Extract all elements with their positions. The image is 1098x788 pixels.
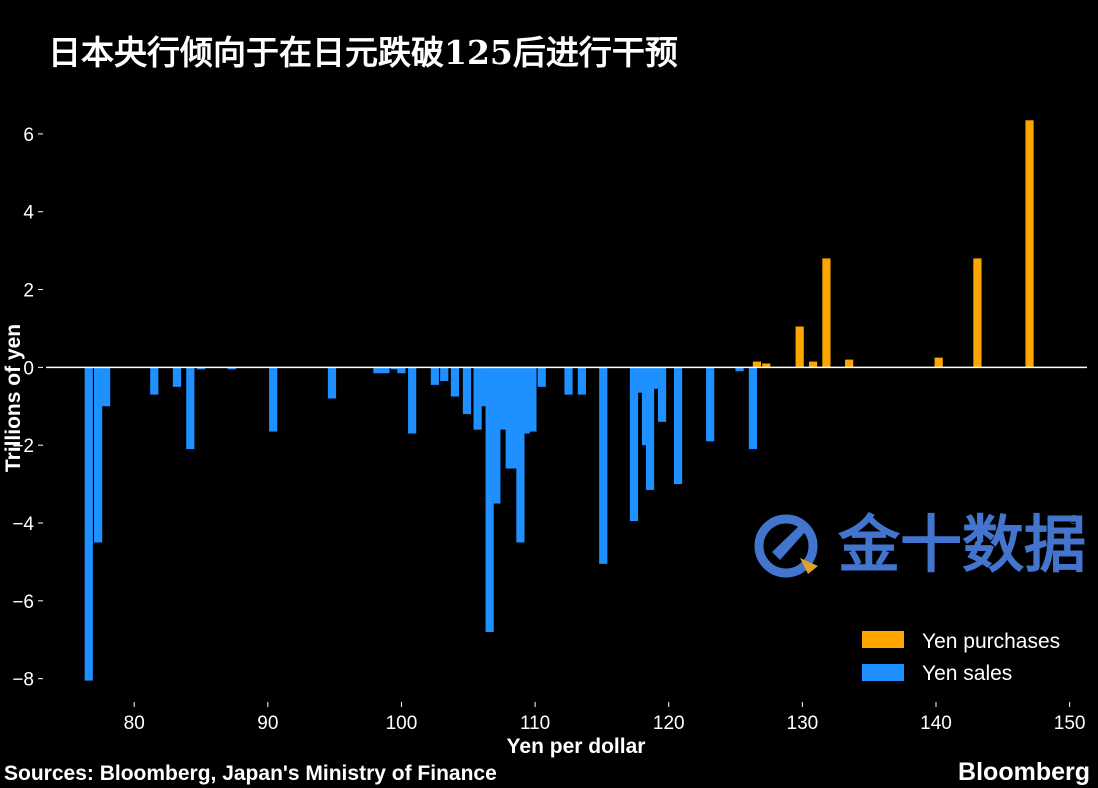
bar-yen-sale-15 (430, 367, 439, 385)
bar-yen-sale-4 (172, 367, 182, 387)
x-tick-label: 150 (1054, 713, 1086, 734)
bar-yen-sale-24 (505, 367, 514, 469)
legend: Yen purchases Yen sales (862, 630, 1060, 685)
bar-yen-sale-39 (673, 367, 683, 485)
legend-label-sales: Yen sales (922, 662, 1012, 685)
bars-layer (84, 120, 1034, 681)
bar-yen-purchase-0 (752, 361, 762, 368)
y-tick-label: −6 (12, 592, 34, 613)
bar-yen-sale-10 (373, 367, 382, 374)
bar-yen-purchase-1 (762, 363, 771, 368)
bar-yen-sale-25 (510, 367, 520, 469)
y-tick-label: 6 (23, 125, 34, 146)
y-tick-label: 0 (23, 358, 34, 379)
x-tick-label: 80 (124, 713, 145, 734)
bar-yen-sale-19 (473, 367, 482, 430)
bar-yen-sale-37 (651, 367, 660, 389)
bar-yen-sale-40 (706, 367, 715, 442)
bar-yen-sale-33 (629, 367, 639, 522)
bar-yen-sale-5 (186, 367, 195, 450)
x-tick-label: 100 (386, 713, 418, 734)
x-tick-label: 110 (520, 713, 550, 734)
x-tick-label: 140 (920, 713, 952, 734)
bar-yen-sale-16 (440, 367, 449, 381)
bar-yen-sale-1 (94, 367, 103, 543)
y-tick-label: −2 (12, 436, 34, 457)
bar-yen-sale-13 (397, 367, 406, 374)
x-tick-label: 130 (787, 713, 819, 734)
bar-yen-purchase-2 (795, 326, 804, 368)
bar-yen-purchase-8 (1025, 120, 1034, 368)
bar-yen-sale-0 (84, 367, 93, 681)
bar-yen-sale-36 (645, 367, 655, 490)
y-tick-label: 2 (23, 281, 34, 302)
bar-yen-sale-31 (577, 367, 586, 395)
bar-yen-sale-18 (462, 367, 472, 415)
bar-yen-sale-34 (636, 367, 645, 393)
registered-mark: ® (1068, 513, 1080, 527)
page-title: 日本央行倾向于在日元跌破125后进行干预 (48, 33, 678, 72)
x-tick-label: 120 (653, 713, 685, 734)
legend-swatch-sales (862, 664, 904, 681)
bar-yen-sale-38 (657, 367, 667, 422)
legend-label-purchases: Yen purchases (922, 630, 1060, 653)
x-axis: 80 90 100 110 120 130 140 150 (124, 702, 1086, 734)
y-axis: −8 −6 −4 −2 0 2 4 6 (12, 125, 43, 691)
bar-yen-sale-9 (327, 367, 337, 399)
bar-yen-sale-28 (528, 367, 537, 432)
bar-yen-sale-27 (521, 367, 530, 434)
source-note: Sources: Bloomberg, Japan's Ministry of … (4, 762, 497, 785)
bar-yen-sale-32 (599, 367, 608, 564)
bar-yen-purchase-3 (808, 361, 818, 368)
bar-yen-sale-3 (150, 367, 159, 395)
bar-yen-sale-7 (227, 367, 236, 370)
bar-yen-sale-23 (498, 367, 508, 430)
watermark-text: 金十数据 (837, 508, 1086, 581)
bar-yen-sale-17 (450, 367, 460, 397)
bar-yen-sale-12 (390, 367, 399, 370)
bar-yen-purchase-5 (845, 359, 854, 368)
bar-yen-purchase-6 (934, 357, 943, 368)
watermark: 金十数据 ® (754, 508, 1086, 581)
y-axis-label: Trillions of yen (2, 324, 25, 472)
y-tick-label: −4 (12, 514, 34, 535)
bar-yen-purchase-7 (973, 258, 982, 368)
y-tick-label: 4 (23, 203, 34, 224)
bar-yen-sale-6 (196, 367, 206, 370)
rocket-logo-icon (754, 514, 818, 578)
bar-yen-sale-22 (492, 367, 501, 504)
x-axis-label: Yen per dollar (507, 735, 646, 758)
bar-yen-purchase-4 (822, 258, 831, 368)
bar-yen-sale-8 (269, 367, 278, 432)
bar-yen-sale-29 (537, 367, 546, 387)
bar-yen-sale-30 (564, 367, 573, 395)
y-tick-label: −8 (12, 670, 34, 691)
x-tick-label: 90 (257, 713, 278, 734)
bar-yen-sale-2 (102, 367, 111, 407)
bar-yen-sale-11 (381, 367, 390, 374)
bar-yen-sale-26 (516, 367, 525, 543)
legend-swatch-purchases (862, 631, 904, 648)
bar-yen-sale-21 (485, 367, 494, 632)
bar-yen-sale-42 (748, 367, 758, 450)
bar-yen-sale-14 (408, 367, 417, 434)
bar-yen-sale-41 (735, 367, 744, 372)
bloomberg-logo: Bloomberg (958, 758, 1090, 786)
